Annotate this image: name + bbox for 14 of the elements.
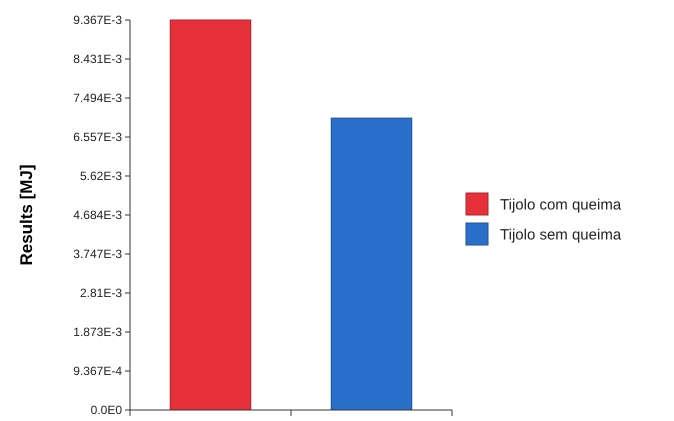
y-tick-label: 9.367E-4 [73, 364, 122, 378]
y-tick-label: 4.684E-3 [73, 208, 122, 222]
y-tick-label: 8.431E-3 [73, 52, 122, 66]
y-tick-label: 7.494E-3 [73, 91, 122, 106]
y-tick-label: 6.557E-3 [73, 130, 122, 144]
y-tick-label: 0.0E0 [90, 403, 122, 418]
y-axis-title: Results [MJ] [17, 164, 36, 266]
y-tick-label: 1.873E-3 [73, 325, 122, 340]
legend-label: Tijolo sem queima [500, 226, 622, 244]
y-tick-label: 3.747E-3 [73, 247, 122, 262]
y-tick-label: 5.62E-3 [80, 169, 122, 184]
legend-label: Tijolo com queima [500, 196, 622, 214]
y-tick-label: 2.81E-3 [80, 286, 122, 300]
y-tick-label: 9.367E-3 [73, 13, 122, 28]
